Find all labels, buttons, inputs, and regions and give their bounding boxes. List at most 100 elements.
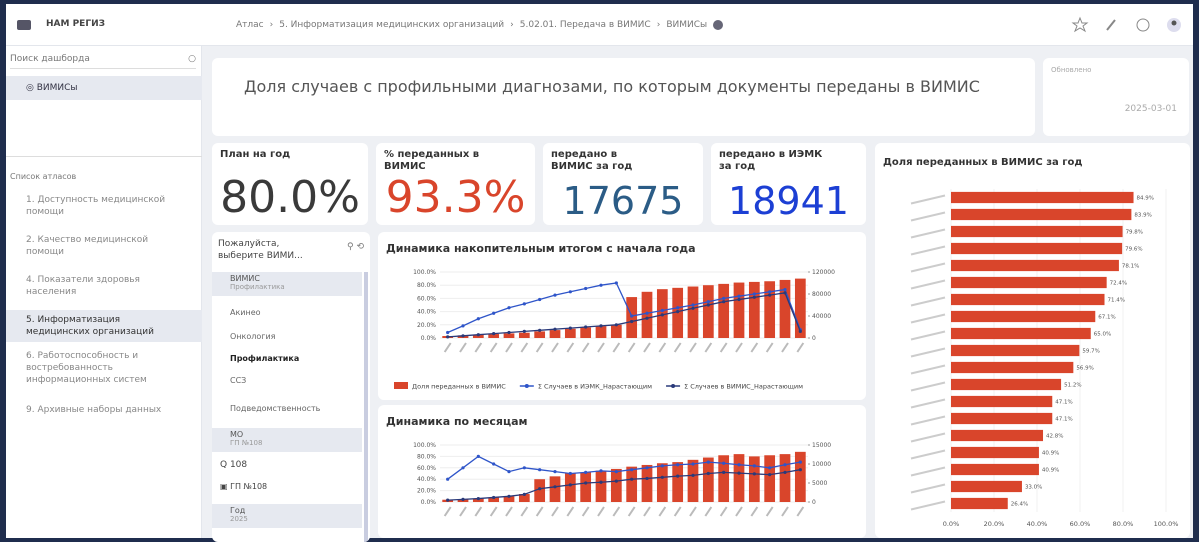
bar	[687, 286, 699, 338]
line-point	[446, 330, 450, 335]
x-tick-label: 40.0%	[1027, 520, 1048, 528]
line-point	[768, 473, 772, 477]
filter-subordination[interactable]: Подведомственность	[230, 404, 321, 413]
filter-option[interactable]: Онкология	[230, 332, 276, 341]
y-tick-stub	[910, 415, 946, 426]
filter-group[interactable]: Год 2025	[212, 504, 362, 528]
filter-search[interactable]: Q 108	[220, 460, 248, 470]
bar	[518, 494, 530, 502]
kpi-label: передано в ИЭМК за год	[719, 149, 823, 172]
bar	[580, 327, 592, 338]
dashboard-item[interactable]: ◎ ВИМИСы	[6, 76, 202, 100]
x-tick-stub	[735, 342, 743, 353]
filter-icons[interactable]: ⚲ ⟲	[347, 242, 364, 252]
value-label: 78.1%	[1122, 264, 1139, 270]
bar	[951, 480, 1022, 493]
x-tick-stub	[627, 506, 636, 517]
bar	[951, 242, 1123, 255]
line-point	[507, 494, 511, 498]
bar	[951, 225, 1123, 238]
legend-swatch	[394, 382, 408, 389]
line-point	[476, 454, 480, 458]
bar	[672, 462, 684, 502]
x-tick-stub	[627, 342, 636, 353]
bar	[951, 497, 1008, 510]
line-point	[660, 464, 664, 468]
bar	[951, 412, 1053, 425]
dashboard-search[interactable]: Поиск дашборда ○	[10, 54, 196, 69]
y-tick-label: 20.0%	[417, 322, 436, 329]
bar	[641, 291, 653, 338]
filter-group[interactable]: ВИМИС Профилактика	[212, 272, 362, 296]
kpi-card: План на год 80.0%	[212, 143, 368, 225]
line-point	[691, 473, 695, 477]
x-tick-stub	[612, 342, 621, 353]
line-point	[568, 483, 572, 487]
line-point	[476, 496, 480, 501]
line-point	[446, 335, 450, 339]
line-point	[630, 319, 634, 324]
x-tick-stub	[643, 506, 651, 517]
value-label: 47.1%	[1055, 417, 1072, 423]
y-tick-label: 100.0%	[413, 442, 436, 449]
x-tick-stub	[673, 506, 682, 517]
bar	[580, 472, 592, 502]
bar	[951, 378, 1062, 391]
y-tick-stub	[910, 500, 946, 511]
crumb[interactable]: 5.02.01. Передача в ВИМИС	[519, 20, 651, 30]
atlas-item[interactable]: 9. Архивные наборы данных	[26, 405, 162, 415]
crumb[interactable]: Атлас	[236, 20, 264, 30]
line-point	[630, 477, 634, 481]
line-point	[706, 471, 710, 476]
atlas-item[interactable]: 1. Доступность медицинской помощи	[26, 195, 166, 217]
line-point	[737, 297, 741, 302]
bar	[951, 361, 1074, 374]
chart-title: Доля переданных в ВИМИС за год	[883, 157, 1082, 168]
line-point	[798, 468, 802, 472]
filter-option[interactable]: ССЗ	[230, 376, 247, 385]
line-point	[660, 475, 664, 479]
bar	[549, 476, 561, 502]
line-point	[492, 311, 496, 315]
x-tick-stub	[505, 506, 513, 517]
atlas-item[interactable]: 5. Информатизация медицинских организаци…	[6, 310, 202, 342]
line-point	[722, 470, 726, 474]
x-tick-label: 100.0%	[1154, 520, 1179, 528]
filter-group[interactable]: МО ГП №108	[212, 428, 362, 452]
line-point	[768, 466, 772, 470]
y-tick-stub	[910, 194, 946, 205]
line-point	[461, 324, 465, 328]
kpi-card: % переданных в ВИМИС 93.3%	[376, 143, 535, 225]
atlas-item[interactable]: 6. Работоспособность и востребованность …	[26, 351, 147, 385]
line-point	[446, 477, 450, 481]
value-label: 33.0%	[1025, 485, 1042, 491]
bar	[518, 332, 530, 338]
bar	[718, 283, 730, 338]
value-label: 79.8%	[1126, 230, 1143, 236]
x-tick-stub	[520, 342, 529, 353]
line-point	[676, 310, 680, 314]
filter-option[interactable]: Профилактика	[230, 354, 300, 363]
line-point	[737, 463, 741, 467]
bar	[951, 429, 1044, 442]
bar	[595, 470, 607, 502]
atlas-item[interactable]: 4. Показатели здоровья населения	[26, 275, 140, 297]
updated-date: 2025-03-01	[1124, 104, 1177, 114]
x-tick-stub	[689, 342, 697, 353]
line-point	[476, 333, 480, 337]
crumb[interactable]: 5. Информатизация медицинских организаци…	[279, 20, 505, 30]
y-tick-stub	[910, 228, 946, 239]
filter-option[interactable]: ▣ ГП №108	[220, 482, 268, 491]
line	[447, 282, 801, 334]
filter-option[interactable]: Акинео	[230, 308, 261, 317]
line-point	[538, 328, 542, 332]
kpi-label: передано в ВИМИС за год	[551, 149, 633, 172]
x-tick-stub	[719, 506, 728, 517]
line-point	[660, 313, 664, 317]
atlas-item[interactable]: 2. Качество медицинской помощи	[26, 235, 149, 257]
breadcrumb: Атлас › 5. Информатизация медицинских орг…	[236, 20, 724, 30]
toolbar-icons[interactable]	[1071, 16, 1186, 34]
x-tick-stub	[566, 506, 575, 517]
line-point	[722, 296, 726, 300]
